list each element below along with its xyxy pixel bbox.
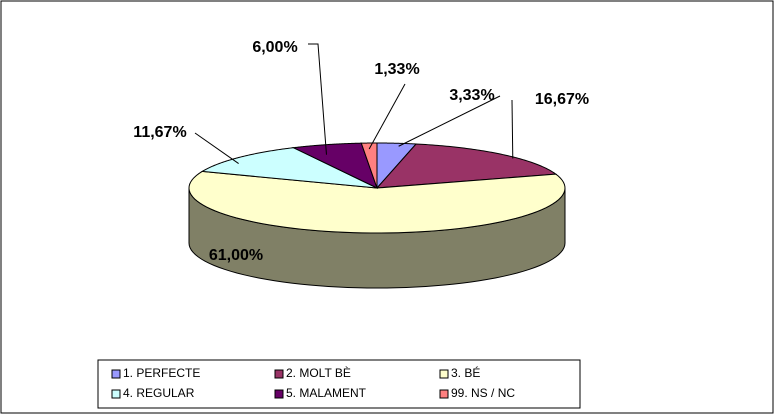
legend-swatch xyxy=(111,389,121,399)
legend-label: 4. REGULAR xyxy=(123,386,195,400)
leader-line xyxy=(308,43,327,155)
leader-line xyxy=(368,83,406,150)
legend-swatch xyxy=(439,369,449,379)
data-label: 1,33% xyxy=(374,61,419,78)
data-labels: 3,33% 16,67% 61,00% 11,67% 6,00% 1,33% xyxy=(133,39,589,264)
slice xyxy=(188,170,566,234)
legend-swatch xyxy=(274,389,284,399)
leader-line xyxy=(511,99,514,159)
legend-swatch xyxy=(111,369,121,379)
slice xyxy=(200,147,378,189)
legend-label: 5. MALAMENT xyxy=(286,386,367,400)
legend-label: 2. MOLT BÈ xyxy=(286,365,351,380)
data-label: 61,00% xyxy=(209,247,263,264)
data-label: 11,67% xyxy=(133,124,186,141)
legend-box xyxy=(97,359,581,409)
slice xyxy=(360,142,378,189)
legend-swatch xyxy=(439,389,449,399)
data-label: 6,00% xyxy=(252,39,297,56)
legend-label: 99. NS / NC xyxy=(451,386,515,400)
legend-label: 1. PERFECTE xyxy=(123,366,200,380)
leader-line xyxy=(194,132,239,164)
leader-line xyxy=(398,95,501,147)
legend-label: 3. BÉ xyxy=(451,365,480,380)
slice xyxy=(291,142,378,189)
pie xyxy=(188,142,566,289)
legend: 1. PERFECTE 2. MOLT BÈ 3. BÉ 4. REGULAR 5. M… xyxy=(111,365,515,400)
slice xyxy=(375,143,558,189)
data-label: 3,33% xyxy=(449,87,494,104)
data-label: 16,67% xyxy=(535,91,589,108)
legend-swatch xyxy=(274,369,284,379)
